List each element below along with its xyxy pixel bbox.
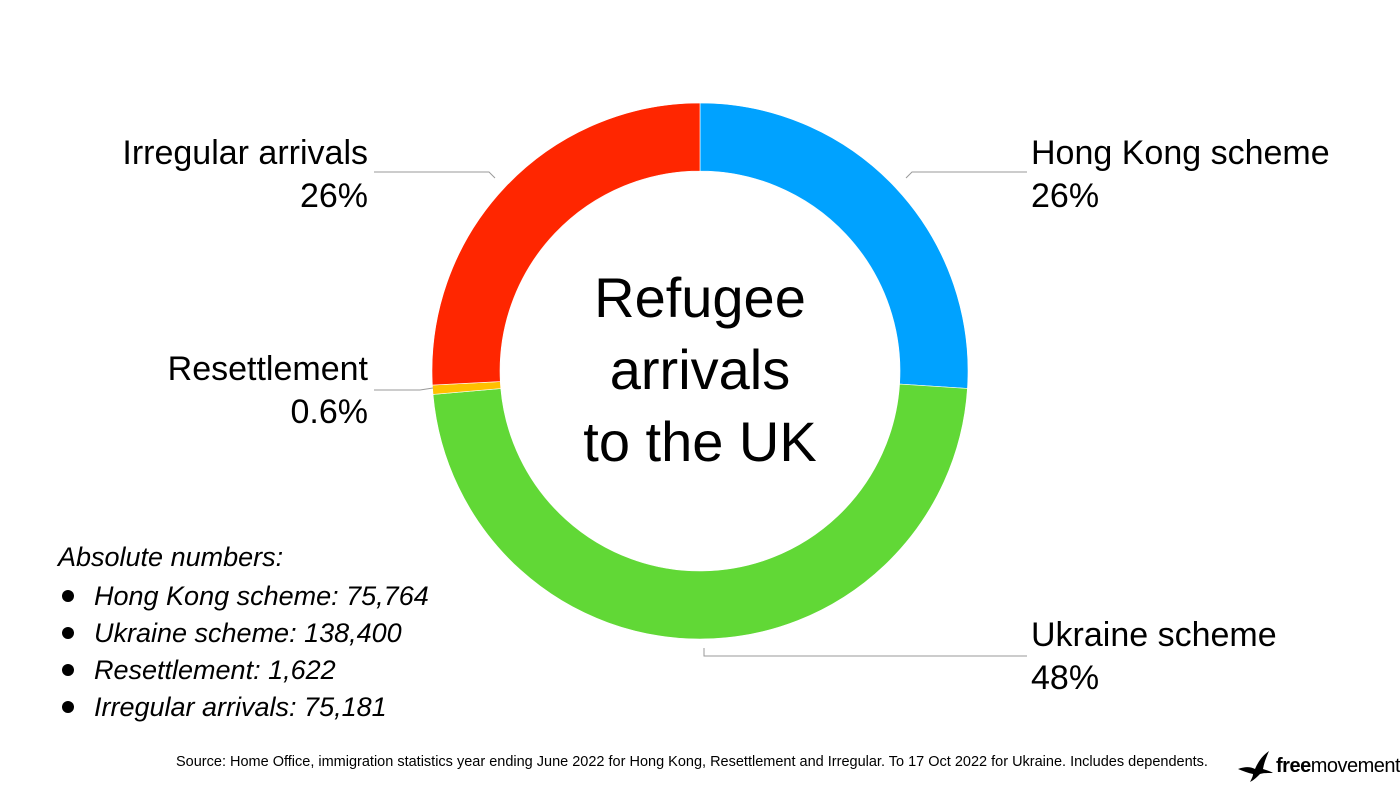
slice-name: Irregular arrivals: [122, 134, 368, 172]
chart-title: Refugee arrivals to the UK: [540, 262, 860, 478]
title-line: Refugee: [594, 266, 806, 329]
title-line: to the UK: [583, 410, 817, 473]
list-item: Resettlement: 1,622: [58, 652, 429, 689]
slice-percent: 48%: [1031, 659, 1100, 697]
slice-label-ukraine: Ukraine scheme 48%: [1031, 614, 1277, 700]
slice-irregular: [431, 102, 701, 386]
leader-line-ukraine: [703, 648, 1027, 657]
slice-label-irregular: Irregular arrivals 26%: [122, 132, 368, 218]
slice-hongkong: [699, 102, 969, 389]
list-item: Ukraine scheme: 138,400: [58, 615, 429, 652]
slice-percent: 0.6%: [290, 393, 369, 431]
title-line: arrivals: [609, 338, 791, 401]
slice-name: Hong Kong scheme: [1031, 134, 1330, 172]
slice-label-hongkong: Hong Kong scheme 26%: [1031, 132, 1330, 218]
list-item: Irregular arrivals: 75,181: [58, 689, 429, 726]
leader-lines: [374, 171, 1027, 657]
list-item: Hong Kong scheme: 75,764: [58, 578, 429, 615]
leader-line-resettlement: [374, 387, 434, 391]
slice-ukraine: [432, 383, 968, 640]
logo-text-bold: free: [1276, 754, 1311, 777]
slice-name: Resettlement: [167, 350, 368, 388]
donut-slices: [431, 102, 969, 640]
slice-name: Ukraine scheme: [1031, 616, 1277, 654]
slice-label-resettlement: Resettlement 0.6%: [168, 348, 368, 434]
absolute-numbers-panel: Absolute numbers: Hong Kong scheme: 75,7…: [58, 540, 429, 726]
freemovement-logo[interactable]: freemovement: [1236, 748, 1400, 784]
leader-line-irregular: [374, 171, 496, 179]
absolute-numbers-heading: Absolute numbers:: [58, 542, 284, 572]
slice-percent: 26%: [1031, 177, 1100, 215]
leader-line-hongkong: [905, 171, 1027, 179]
absolute-numbers-list: Hong Kong scheme: 75,764 Ukraine scheme:…: [58, 578, 429, 726]
source-note: Source: Home Office, immigration statist…: [176, 754, 1208, 770]
slice-percent: 26%: [299, 177, 368, 215]
bird-icon: [1238, 751, 1273, 782]
logo-text-regular: movement: [1310, 754, 1400, 777]
logo-text: freemovement: [1276, 755, 1400, 778]
